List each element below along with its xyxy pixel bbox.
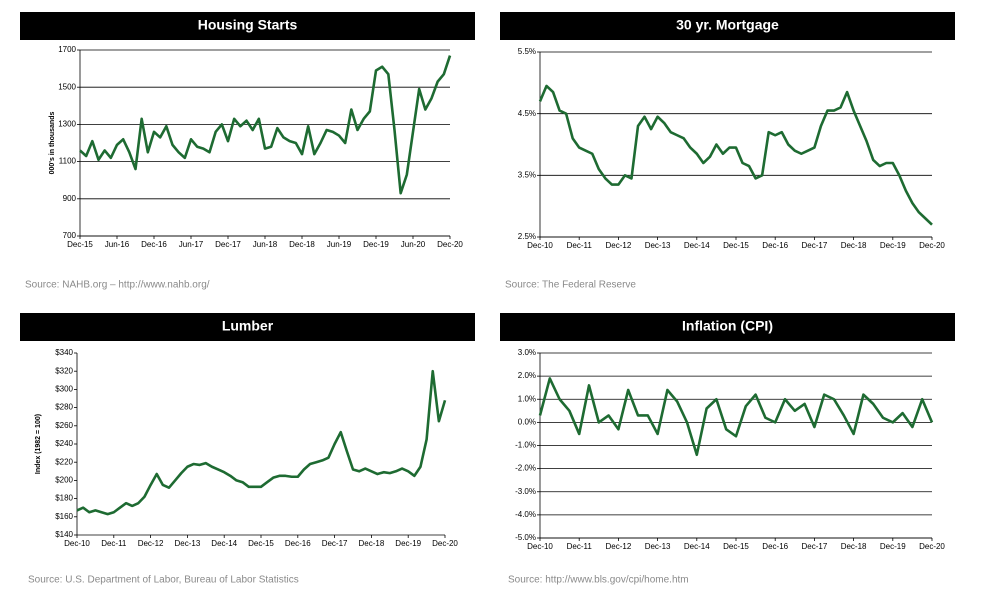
data-line [538,84,933,226]
y-tick-label: -3.0% [515,487,536,496]
source: Source: U.S. Department of Labor, Bureau… [28,575,299,586]
chart-title: Inflation (CPI) [682,318,773,334]
y-tick-label: -1.0% [515,441,536,450]
chart-title: Housing Starts [198,17,298,33]
x-tick-label: Dec-11 [101,539,127,548]
y-tick-label: 900 [63,194,77,203]
y-tick-label: 5.5% [518,47,536,56]
y-tick-label: -4.0% [515,510,536,519]
x-tick-label: Dec-17 [215,240,241,249]
y-tick-label: 3.0% [518,348,536,357]
x-tick-label: Dec-15 [67,240,93,249]
y-tick-label: 3.5% [518,170,536,179]
x-tick-label: Dec-14 [211,539,237,548]
chart-title: Lumber [222,318,274,334]
y-tick-label: 700 [63,231,77,240]
x-tick-label: Dec-20 [919,542,945,551]
y-tick-label: $180 [55,494,73,503]
y-tick-label: 1300 [58,120,76,129]
chart-title: 30 yr. Mortgage [676,17,779,33]
y-tick-label: -2.0% [515,464,536,473]
x-tick-label: Dec-15 [248,539,274,548]
y-axis-label: Index (1982 = 100) [35,414,42,474]
x-tick-label: Dec-20 [919,241,945,250]
title-bar [20,12,475,40]
y-tick-label: 4.5% [518,109,536,118]
x-tick-label: Dec-19 [880,241,906,250]
y-tick-label: 1500 [58,82,76,91]
x-tick-label: Dec-16 [285,539,311,548]
x-tick-label: Dec-18 [841,542,867,551]
x-tick-label: Dec-19 [395,539,421,548]
x-tick-label: Dec-17 [322,539,348,548]
y-tick-label: $200 [55,476,73,485]
x-tick-label: Dec-12 [138,539,164,548]
y-tick-label: $280 [55,403,73,412]
x-tick-label: Dec-13 [175,539,201,548]
source: Source: NAHB.org – http://www.nahb.org/ [25,280,210,291]
data-line [76,369,447,516]
x-tick-label: Dec-16 [762,542,788,551]
x-tick-label: Dec-16 [762,241,788,250]
x-tick-label: Dec-10 [64,539,90,548]
source: Source: The Federal Reserve [505,280,636,291]
source: Source: http://www.bls.gov/cpi/home.htm [508,575,689,586]
y-tick-label: 0.0% [518,417,536,426]
x-tick-label: Dec-18 [841,241,867,250]
x-tick-label: Jun-17 [179,240,204,249]
y-tick-label: $320 [55,366,73,375]
x-tick-label: Dec-15 [723,542,749,551]
y-tick-label: $340 [55,348,73,357]
y-tick-label: 1700 [58,45,76,54]
x-tick-label: Dec-19 [880,542,906,551]
y-axis-label: 000's in thousands [49,112,56,175]
x-tick-label: Dec-13 [645,542,671,551]
x-tick-label: Jun-20 [401,240,426,249]
x-tick-label: Dec-17 [802,241,828,250]
x-tick-label: Dec-13 [645,241,671,250]
x-tick-label: Dec-11 [567,542,593,551]
y-tick-label: $160 [55,512,73,521]
data-line [79,55,452,195]
x-tick-label: Dec-18 [359,539,385,548]
y-tick-label: $300 [55,385,73,394]
y-tick-label: 2.0% [518,371,536,380]
y-tick-label: 1.0% [518,394,536,403]
y-tick-label: $260 [55,421,73,430]
x-tick-label: Jun-19 [327,240,352,249]
title-bar [500,313,955,341]
x-tick-label: Dec-11 [567,241,593,250]
x-tick-label: Dec-19 [363,240,389,249]
x-tick-label: Dec-12 [606,241,632,250]
x-tick-label: Dec-10 [527,542,553,551]
x-tick-label: Dec-20 [437,240,463,249]
x-tick-label: Dec-15 [723,241,749,250]
x-tick-label: Dec-20 [432,539,458,548]
x-tick-label: Dec-10 [527,241,553,250]
x-tick-label: Dec-18 [289,240,315,249]
title-bar [500,12,955,40]
y-tick-label: 2.5% [518,232,536,241]
x-tick-label: Jun-16 [105,240,130,249]
y-tick-label: $140 [55,530,73,539]
title-bar [20,313,475,341]
x-tick-label: Dec-16 [141,240,167,249]
y-tick-label: 1100 [59,157,77,166]
data-line [538,377,934,457]
y-tick-label: $240 [55,439,73,448]
x-tick-label: Dec-12 [606,542,632,551]
x-tick-label: Dec-14 [684,542,710,551]
x-tick-label: Jun-18 [253,240,278,249]
y-tick-label: $220 [55,457,73,466]
x-tick-label: Dec-17 [802,542,828,551]
x-tick-label: Dec-14 [684,241,710,250]
y-tick-label: -5.0% [515,533,536,542]
